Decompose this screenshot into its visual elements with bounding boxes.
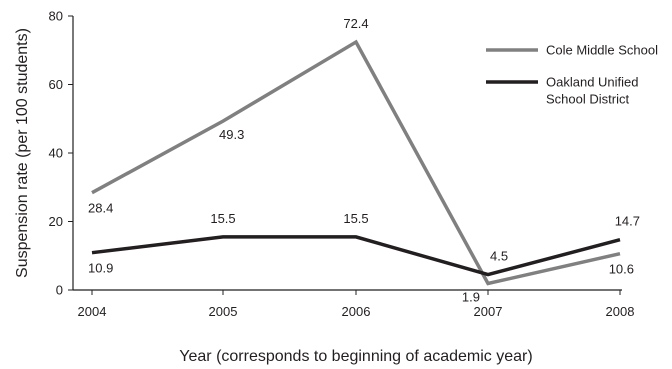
data-label: 15.5	[343, 211, 368, 226]
data-label: 4.5	[490, 249, 508, 264]
series-line-cole-middle-school	[91, 39, 621, 286]
legend-label: Cole Middle School	[546, 43, 658, 58]
data-labels: 28.4 49.3 72.4 1.9 10.6 10.9 15.5 15.5 4.5 14.7	[88, 16, 640, 304]
legend-label: Oakland Unified	[546, 75, 639, 90]
axes	[72, 16, 622, 291]
x-tick-label: 2007	[474, 304, 503, 319]
y-tick-label: 0	[56, 283, 63, 298]
y-tick-label: 80	[49, 9, 63, 24]
x-tick-label: 2008	[606, 304, 635, 319]
y-tick-label: 60	[49, 77, 63, 92]
data-label: 10.9	[88, 261, 113, 276]
x-tick-label: 2004	[78, 304, 107, 319]
data-label: 1.9	[462, 289, 480, 304]
y-tick-label: 40	[49, 146, 63, 161]
data-label: 49.3	[219, 127, 244, 142]
x-axis-label: Year (corresponds to beginning of academ…	[179, 348, 532, 365]
legend: Cole Middle School Oakland Unified School …	[486, 43, 658, 107]
legend-label: School District	[546, 92, 629, 107]
y-axis-label: Suspension rate (per 100 students)	[14, 28, 31, 278]
x-ticks: 2004 2005 2006 2007 2008	[78, 290, 635, 319]
data-label: 28.4	[88, 201, 113, 216]
data-label: 14.7	[615, 214, 640, 229]
y-tick-label: 20	[49, 214, 63, 229]
data-label: 10.6	[609, 262, 634, 277]
series-group	[91, 39, 621, 286]
x-tick-label: 2005	[209, 304, 238, 319]
data-label: 72.4	[343, 16, 368, 31]
series-line-oakland-unified	[91, 235, 621, 277]
x-tick-label: 2006	[342, 304, 371, 319]
y-ticks: 0 20 40 60 80	[49, 9, 73, 298]
data-label: 15.5	[210, 211, 235, 226]
